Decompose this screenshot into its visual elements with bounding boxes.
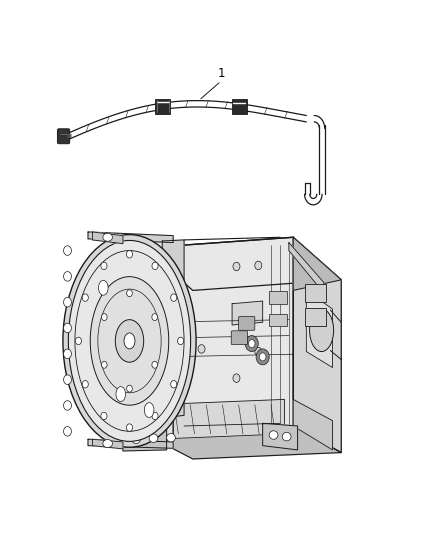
Ellipse shape — [171, 294, 177, 301]
Ellipse shape — [127, 251, 133, 258]
Polygon shape — [145, 426, 341, 459]
Ellipse shape — [102, 313, 107, 320]
Ellipse shape — [64, 426, 71, 436]
Ellipse shape — [233, 262, 240, 271]
Ellipse shape — [63, 235, 196, 447]
Ellipse shape — [90, 277, 169, 405]
Ellipse shape — [64, 297, 71, 307]
Polygon shape — [145, 237, 341, 290]
Ellipse shape — [116, 386, 126, 401]
FancyBboxPatch shape — [57, 129, 70, 144]
Ellipse shape — [149, 434, 158, 442]
Ellipse shape — [177, 337, 184, 345]
Ellipse shape — [64, 272, 71, 281]
Polygon shape — [88, 232, 173, 243]
Polygon shape — [293, 237, 341, 453]
Polygon shape — [153, 399, 285, 439]
Ellipse shape — [75, 337, 81, 345]
Ellipse shape — [152, 262, 158, 270]
Ellipse shape — [103, 440, 113, 448]
Ellipse shape — [64, 323, 71, 333]
Ellipse shape — [256, 349, 269, 365]
Ellipse shape — [248, 340, 255, 348]
Ellipse shape — [310, 309, 334, 352]
Ellipse shape — [145, 402, 154, 417]
Ellipse shape — [152, 412, 158, 419]
FancyBboxPatch shape — [155, 99, 170, 114]
Polygon shape — [162, 240, 184, 418]
Ellipse shape — [99, 280, 108, 295]
Ellipse shape — [127, 424, 133, 431]
Polygon shape — [88, 439, 173, 448]
Polygon shape — [123, 427, 166, 451]
Text: 1: 1 — [217, 68, 225, 80]
Ellipse shape — [255, 261, 262, 270]
Ellipse shape — [255, 348, 262, 356]
FancyBboxPatch shape — [232, 100, 247, 114]
Ellipse shape — [166, 433, 175, 442]
Polygon shape — [306, 290, 332, 368]
Polygon shape — [293, 399, 332, 450]
Polygon shape — [145, 237, 293, 434]
FancyBboxPatch shape — [305, 284, 325, 302]
Ellipse shape — [64, 375, 71, 384]
FancyBboxPatch shape — [231, 331, 247, 345]
Ellipse shape — [64, 401, 71, 410]
Ellipse shape — [233, 374, 240, 382]
Ellipse shape — [101, 262, 107, 270]
Ellipse shape — [245, 336, 258, 352]
Polygon shape — [319, 125, 325, 194]
FancyBboxPatch shape — [305, 308, 325, 326]
FancyBboxPatch shape — [269, 314, 287, 326]
Ellipse shape — [102, 361, 107, 368]
Ellipse shape — [68, 240, 191, 441]
Polygon shape — [289, 243, 324, 293]
Ellipse shape — [127, 290, 132, 297]
Ellipse shape — [283, 432, 291, 441]
Polygon shape — [293, 237, 341, 290]
Ellipse shape — [64, 246, 71, 255]
Ellipse shape — [82, 381, 88, 388]
Ellipse shape — [64, 349, 71, 359]
Ellipse shape — [115, 320, 144, 362]
Polygon shape — [92, 232, 123, 244]
Ellipse shape — [269, 431, 278, 439]
Polygon shape — [108, 237, 173, 443]
Ellipse shape — [101, 412, 107, 419]
Ellipse shape — [259, 353, 266, 361]
Ellipse shape — [124, 333, 135, 349]
Ellipse shape — [152, 313, 158, 320]
Ellipse shape — [171, 381, 177, 388]
Ellipse shape — [127, 385, 132, 392]
Polygon shape — [263, 423, 297, 450]
FancyBboxPatch shape — [239, 317, 255, 330]
Ellipse shape — [82, 294, 88, 301]
Ellipse shape — [103, 233, 113, 241]
Polygon shape — [232, 301, 263, 325]
FancyBboxPatch shape — [269, 292, 287, 304]
Ellipse shape — [152, 361, 158, 368]
Ellipse shape — [132, 435, 141, 443]
Ellipse shape — [198, 345, 205, 353]
Polygon shape — [92, 439, 123, 449]
